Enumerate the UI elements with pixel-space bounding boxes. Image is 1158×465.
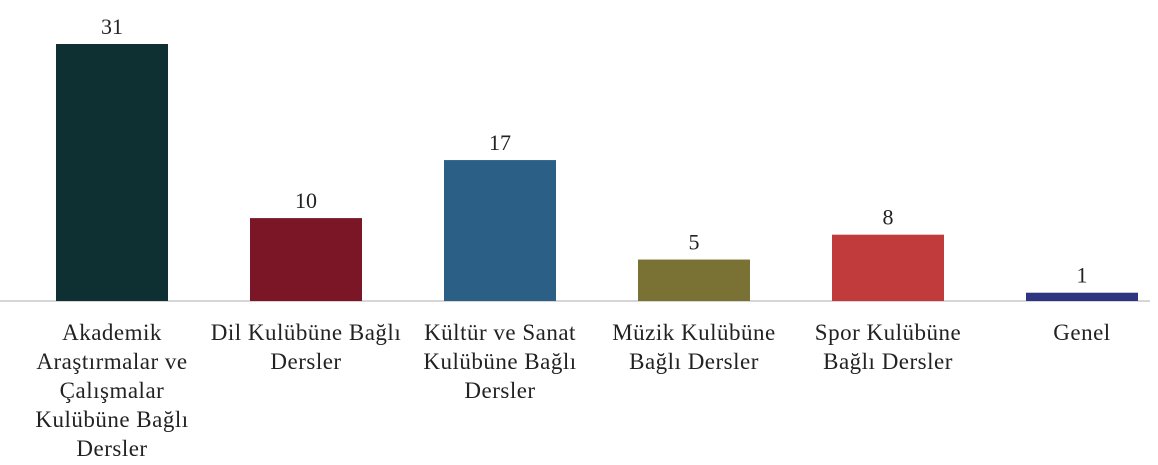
x-tick-label: Akademik Araştırmalar ve Çalışmalar Kulü… <box>35 320 189 461</box>
bar <box>444 160 556 301</box>
value-label: 17 <box>489 130 511 155</box>
value-label: 10 <box>295 188 317 213</box>
bar <box>250 218 362 301</box>
value-label: 5 <box>689 230 700 255</box>
bar <box>56 44 168 301</box>
x-tick-label: Müzik Kulübüne Bağlı Dersler <box>612 320 776 374</box>
x-tick-label: Genel <box>1053 320 1111 345</box>
x-tick-label: Spor Kulübüne Bağlı Dersler <box>814 320 962 374</box>
bar <box>1026 292 1138 301</box>
value-label: 1 <box>1077 263 1088 288</box>
x-tick-label: Dil Kulübüne Bağlı Dersler <box>210 320 402 374</box>
bar <box>638 259 750 301</box>
bar <box>832 234 944 301</box>
value-label: 31 <box>101 14 123 39</box>
x-tick-label: Kültür ve Sanat Kulübüne Bağlı Dersler <box>423 320 577 403</box>
value-label: 8 <box>883 205 894 230</box>
